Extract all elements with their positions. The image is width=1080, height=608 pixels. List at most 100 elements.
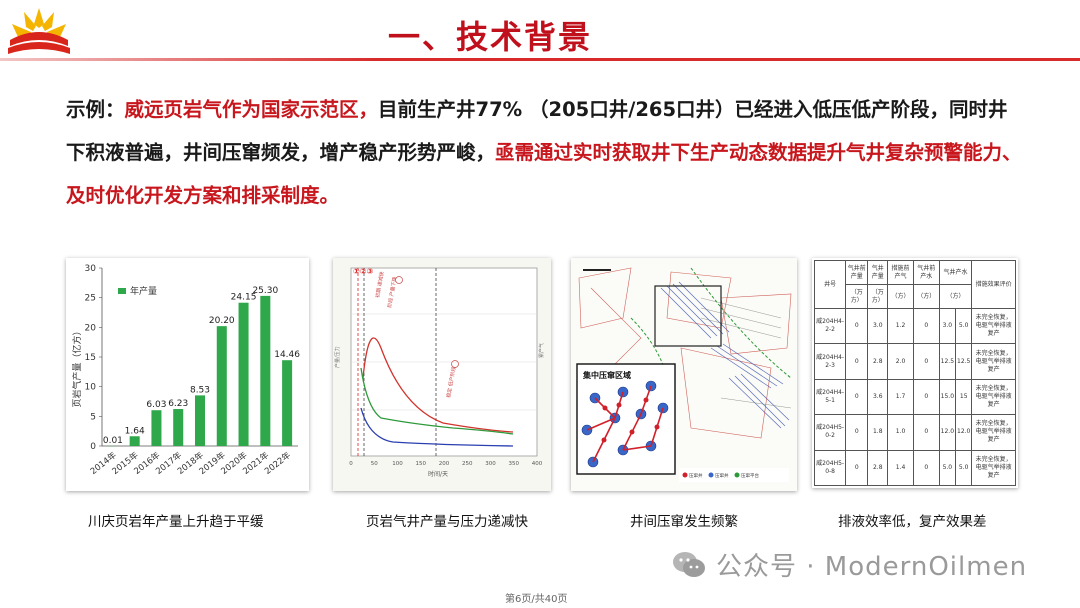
svg-text:产量/压力: 产量/压力 <box>334 346 341 368</box>
table-cell: 15 <box>955 378 973 416</box>
pressure-x-tick: 200 <box>439 461 450 467</box>
table-row: 威204H4-5-1 0 3.6 1.7 0 15.0 15 未完全恢复，电驱气举排液复产 <box>813 378 1016 416</box>
table-cell: 3.0 <box>938 308 957 345</box>
table-row: 威204H4-2-2 0 3.0 1.2 0 3.0 5.0 未完全恢复，电驱气举排液复产 <box>813 308 1016 345</box>
table-cell: 0 <box>845 449 869 487</box>
table-cell: 未完全恢复，电驱气举排液复产 <box>971 343 1016 380</box>
caption-pressure-decline: 页岩气井产量与压力递减快 <box>366 514 528 530</box>
pressure-x-tick: 400 <box>532 461 543 467</box>
table-cell: 12.5 <box>938 343 957 380</box>
intro-paragraph: 示例：威远页岩气作为国家示范区，目前生产井77% （205口井/265口井）已经… <box>66 88 1026 217</box>
table-unit-cell: （万方） <box>845 284 869 310</box>
y-tick-label: 25 <box>85 294 96 304</box>
caption-drainage: 排液效率低，复产效果差 <box>838 514 987 530</box>
pressure-x-tick: 250 <box>462 461 473 467</box>
table-cell: 威204H5-0-2 <box>813 414 847 451</box>
pressure-x-tick: 350 <box>509 461 520 467</box>
y-tick-label: 10 <box>85 383 97 393</box>
para-highlight-2: 亟需通过实时获取井下生产动态数据提升气井复杂预警能力、及时优化开发方案和排采制度… <box>66 141 1022 207</box>
bar <box>129 436 140 446</box>
pressure-x-label: 时间/天 <box>428 470 448 478</box>
drainage-table-card: 井号 气井前产量 气井产量 措施前产气 气井前产水 气井产水 措施效果评价 （万方） （万方）（… <box>812 258 1018 488</box>
table-cell: 0 <box>912 449 940 487</box>
legend-label: 年产量 <box>130 285 157 297</box>
pressure-decline-chart: ①②③ 初期 递减快 阶段 产量下降 稳定 低产阶段 产量/压力 累产气 0 50… <box>333 258 551 491</box>
pressure-x-tick: 50 <box>371 461 378 467</box>
bar <box>173 409 184 446</box>
table-cell: 12.0 <box>955 414 973 451</box>
y-tick-label: 30 <box>85 264 97 274</box>
y-tick-label: 5 <box>90 412 96 422</box>
bar <box>216 326 227 446</box>
table-cell: 2.8 <box>867 343 889 380</box>
bar-value-label: 6.23 <box>168 399 188 409</box>
table-cell: 0 <box>845 378 869 416</box>
bar-value-label: 14.46 <box>274 350 300 360</box>
table-cell: 12.5 <box>955 343 973 380</box>
bar-value-label: 20.20 <box>209 316 235 326</box>
table-cell: 3.0 <box>867 308 889 345</box>
title-divider <box>0 58 1080 61</box>
table-cell: 15.0 <box>938 378 957 416</box>
bar <box>260 295 271 446</box>
table-cell: 0 <box>845 343 869 380</box>
pressure-x-tick: 0 <box>349 461 353 467</box>
table-cell: 威204H5-0-8 <box>813 449 847 487</box>
table-cell: 5.0 <box>938 449 957 487</box>
table-cell: 0 <box>912 308 940 345</box>
table-cell: 0 <box>845 308 869 345</box>
table-row: 威204H4-2-3 0 2.8 2.0 0 12.5 12.5 未完全恢复，电驱气举排液复产 <box>813 343 1016 380</box>
pressure-x-ticks: 0 50 100 150 200 250 300 350 400 <box>349 461 542 467</box>
bar-value-label: 0.01 <box>103 436 123 446</box>
bar-value-label: 24.15 <box>231 293 257 303</box>
drainage-table: 井号 气井前产量 气井产量 措施前产气 气井前产水 气井产水 措施效果评价 （万方） （万方）（… <box>813 259 1016 487</box>
table-cell: 0 <box>845 414 869 451</box>
table-header-row: 井号 气井前产量 气井产量 措施前产气 气井前产水 气井产水 措施效果评价 <box>813 259 1016 310</box>
interference-map: 集中压窜区域 压窜井 压窜井 压窜平台 <box>571 258 797 491</box>
table-cell: 威204H4-5-1 <box>813 378 847 416</box>
bar <box>194 395 206 446</box>
caption-annual-output: 川庆页岩年产量上升趋于平缓 <box>88 514 264 530</box>
table-cell: 1.0 <box>887 414 914 451</box>
table-cell: 0 <box>912 378 940 416</box>
wechat-watermark: 公众号 · ModernOilmen <box>672 546 1027 583</box>
y-tick-label: 0 <box>90 442 96 452</box>
table-row: 威204H5-0-2 0 1.8 1.0 0 12.0 12.0 未完全恢复，电驱气举排液复产 <box>813 414 1016 451</box>
para-body: 目前生产井77% （205口井/265口井）已经进入低压低产阶段，同时井下积液普… <box>66 98 1008 164</box>
annual-output-card: 0 5 10 15 20 25 30 0.01 2014年 1.64 2015年 6.03 2016年 6… <box>66 258 309 491</box>
table-cell: 2.8 <box>867 449 889 487</box>
table-unit-cell: （方） <box>912 284 940 310</box>
company-logo <box>8 8 70 54</box>
bar-value-label: 1.64 <box>125 426 145 436</box>
table-header-cell: 气井前产量 <box>845 259 869 286</box>
table-header-cell: 气井产量 <box>867 259 889 286</box>
bar <box>151 410 162 446</box>
pressure-x-tick: 100 <box>392 461 403 467</box>
caption-interference: 井间压窜发生频繁 <box>630 514 738 530</box>
table-header-cell: 气井前产水 <box>912 259 940 286</box>
pressure-x-tick: 300 <box>485 461 496 467</box>
table-row: 威204H5-0-8 0 2.8 1.4 0 5.0 5.0 未完全恢复，电驱气举排液复产 <box>813 449 1016 487</box>
para-highlight-1: 威远页岩气作为国家示范区， <box>124 98 379 121</box>
zone-label: 集中压窜区域 <box>582 370 631 380</box>
watermark-text: 公众号 · ModernOilmen <box>716 552 1028 582</box>
pressure-x-tick: 150 <box>416 461 427 467</box>
svg-text:累产气: 累产气 <box>538 343 545 358</box>
svg-text:①②③: ①②③ <box>353 267 374 276</box>
bar <box>282 360 293 446</box>
svg-text:初期 递减快: 初期 递减快 <box>374 271 386 298</box>
table-cell: 未完全恢复，电驱气举排液复产 <box>971 414 1016 451</box>
table-cell: 0 <box>912 343 940 380</box>
y-axis-title: 页岩气产量（亿方） <box>71 326 83 407</box>
table-cell: 1.2 <box>887 308 914 345</box>
table-cell: 12.0 <box>938 414 957 451</box>
table-cell: 未完全恢复，电驱气举排液复产 <box>971 449 1016 487</box>
table-cell: 5.0 <box>955 449 973 487</box>
pressure-decline-card: ①②③ 初期 递减快 阶段 产量下降 稳定 低产阶段 产量/压力 累产气 0 50… <box>333 258 551 491</box>
table-header-cell: 井号 <box>813 259 847 310</box>
table-cell: 3.6 <box>867 378 889 416</box>
interference-map-card: 集中压窜区域 压窜井 压窜井 压窜平台 <box>571 258 797 491</box>
bar-value-label: 6.03 <box>146 400 166 410</box>
page-title: 一、技术背景 <box>388 18 593 56</box>
table-header-cell: 气井产水 <box>938 259 973 286</box>
